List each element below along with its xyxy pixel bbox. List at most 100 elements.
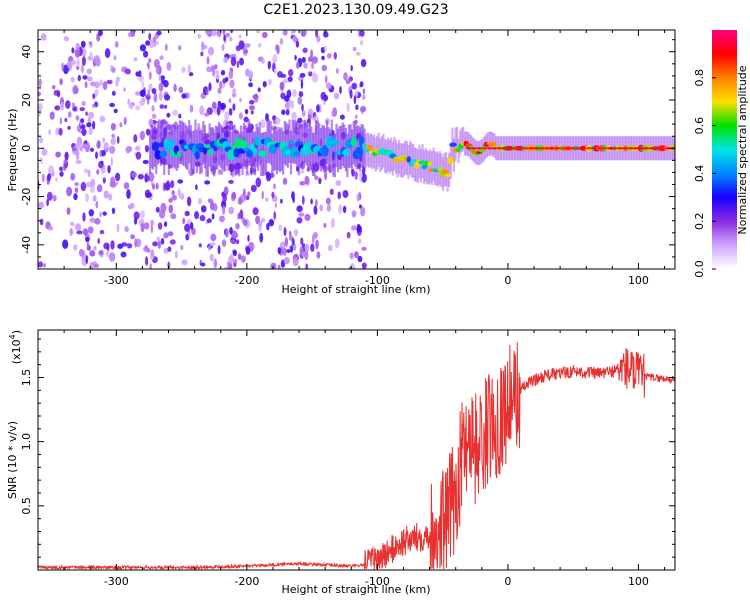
noise-speck: [315, 30, 319, 38]
noise-speck: [170, 213, 177, 220]
noise-speck: [300, 237, 304, 246]
noise-speck: [323, 223, 327, 228]
noise-speck: [184, 210, 190, 217]
noise-speck: [277, 247, 281, 255]
noise-speck: [280, 241, 286, 249]
snr-scale-base: (x10: [10, 339, 23, 364]
signal-core: [638, 147, 645, 150]
noise-speck: [94, 101, 99, 108]
noise-speck: [353, 119, 358, 125]
figure-title: C2E1.2023.130.09.49.G23: [263, 2, 448, 18]
noise-speck: [173, 83, 177, 93]
noise-speck: [99, 79, 103, 86]
noise-speck: [225, 32, 231, 38]
signal-blob: [446, 157, 455, 164]
noise-speck: [55, 127, 60, 136]
noise-speck: [67, 125, 71, 130]
noise-speck: [129, 202, 135, 209]
noise-speck: [179, 192, 182, 199]
noise-speck: [294, 54, 297, 61]
noise-speck: [152, 241, 159, 247]
noise-speck: [127, 243, 133, 249]
noise-speck: [298, 91, 304, 98]
noise-speck: [311, 56, 318, 64]
signal-halo: [329, 129, 332, 173]
noise-speck: [55, 151, 61, 158]
noise-speck: [303, 62, 308, 69]
noise-speck: [99, 150, 102, 158]
noise-speck: [85, 111, 88, 116]
signal-core: [512, 147, 519, 150]
noise-speck: [200, 205, 207, 213]
noise-speck: [86, 142, 91, 151]
noise-speck: [156, 30, 162, 36]
noise-speck: [343, 72, 348, 81]
noise-speck: [266, 222, 270, 231]
signal-halo: [332, 133, 335, 177]
noise-speck: [70, 76, 75, 83]
noise-speck: [291, 30, 294, 36]
noise-speck: [68, 111, 72, 118]
signal-halo: [335, 123, 338, 168]
noise-speck: [314, 175, 319, 181]
noise-speck: [216, 30, 222, 38]
noise-speck: [355, 104, 359, 111]
noise-speck: [76, 125, 81, 133]
noise-speck: [244, 193, 247, 201]
signal-core: [612, 147, 618, 150]
signal-core: [497, 147, 504, 150]
noise-speck: [43, 263, 46, 268]
noise-speck: [349, 252, 354, 260]
noise-speck: [109, 252, 116, 262]
noise-speck: [169, 239, 176, 245]
noise-speck: [357, 223, 361, 232]
noise-speck: [359, 170, 363, 179]
x-tick-label: 100: [628, 575, 649, 588]
noise-speck: [102, 137, 106, 144]
noise-speck: [159, 55, 164, 60]
noise-speck: [54, 105, 61, 111]
noise-speck: [61, 62, 64, 72]
noise-speck: [164, 94, 171, 101]
noise-speck: [142, 159, 149, 165]
signal-core: [559, 147, 566, 150]
noise-speck: [74, 48, 81, 58]
noise-speck: [229, 227, 233, 235]
y-tick-label: -20: [20, 188, 33, 206]
noise-speck: [60, 101, 64, 111]
noise-speck: [221, 239, 227, 247]
signal-halo: [150, 124, 153, 169]
noise-speck: [237, 253, 242, 260]
noise-speck: [272, 115, 277, 121]
noise-speck: [232, 250, 237, 257]
noise-speck: [144, 245, 149, 252]
noise-speck: [138, 70, 142, 78]
noise-speck: [266, 172, 272, 182]
noise-speck: [88, 41, 93, 46]
noise-speck: [206, 86, 209, 96]
noise-speck: [268, 78, 272, 86]
noise-speck: [262, 81, 267, 88]
x-tick-label: 100: [628, 274, 649, 287]
noise-speck: [144, 222, 150, 230]
noise-speck: [315, 239, 319, 250]
noise-speck: [239, 209, 244, 220]
noise-speck: [282, 30, 288, 36]
noise-speck: [210, 233, 217, 242]
noise-speck: [360, 206, 366, 217]
noise-speck: [127, 98, 131, 105]
noise-speck: [111, 207, 116, 215]
noise-speck: [222, 193, 227, 203]
signal-halo: [445, 152, 448, 186]
noise-speck: [111, 133, 115, 139]
noise-speck: [290, 245, 293, 253]
noise-speck: [229, 79, 235, 89]
noise-speck: [258, 220, 263, 228]
noise-speck: [282, 247, 287, 256]
signal-core: [502, 147, 509, 150]
noise-speck: [304, 213, 311, 221]
noise-speck: [116, 223, 120, 233]
noise-speck: [228, 98, 232, 103]
signal-halo: [448, 152, 451, 187]
signal-halo: [293, 120, 296, 164]
